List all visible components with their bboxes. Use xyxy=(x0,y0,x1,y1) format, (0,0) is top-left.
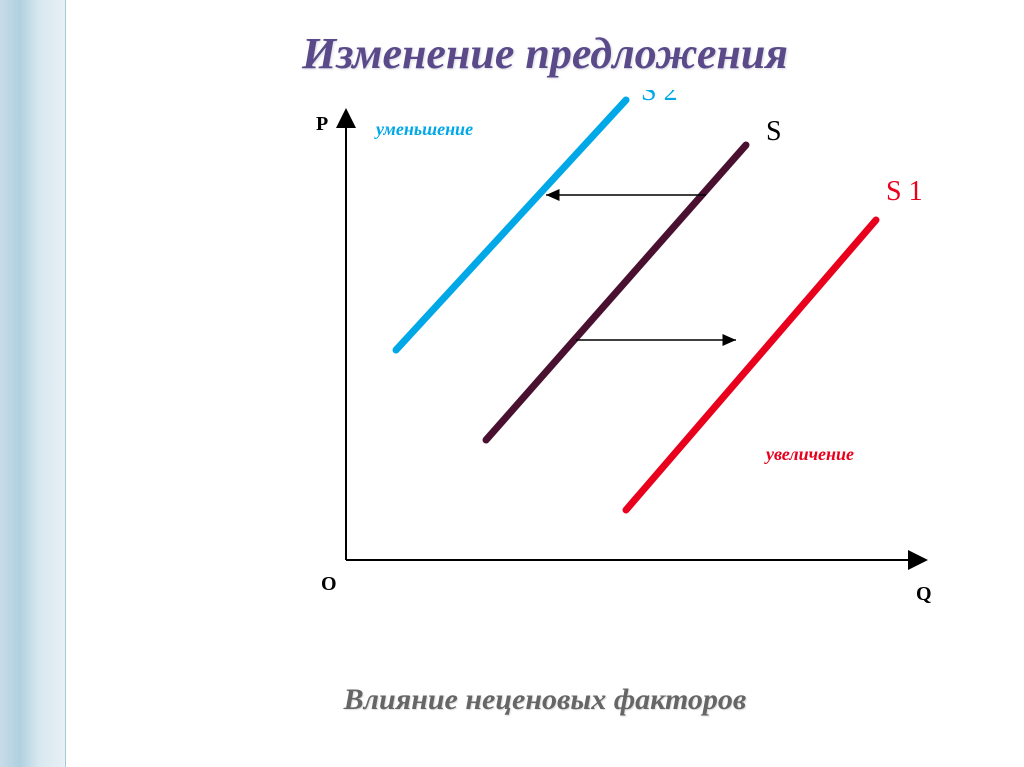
chart-svg: P Q O S 2 S S 1 уменьшение увеличение xyxy=(246,90,946,610)
curve-s1-label: S 1 xyxy=(886,176,923,207)
origin-label: O xyxy=(321,573,337,595)
curve-s2-label: S 2 xyxy=(641,90,678,107)
slide-subtitle: Влияние неценовых факторов xyxy=(66,683,1024,717)
y-axis-label: P xyxy=(316,113,328,135)
slide-content: Изменение предложения P Q O S 2 xyxy=(66,0,1024,767)
slide-sidebar-decoration xyxy=(0,0,66,767)
annotation-increase: увеличение xyxy=(764,444,854,464)
x-axis-label: Q xyxy=(916,583,932,605)
curve-s1 xyxy=(626,220,876,510)
slide-title: Изменение предложения xyxy=(66,28,1024,79)
curve-s-label: S xyxy=(766,116,782,147)
supply-shift-chart: P Q O S 2 S S 1 уменьшение увеличение xyxy=(246,90,946,650)
annotation-decrease: уменьшение xyxy=(374,119,473,139)
curve-s xyxy=(486,145,746,440)
